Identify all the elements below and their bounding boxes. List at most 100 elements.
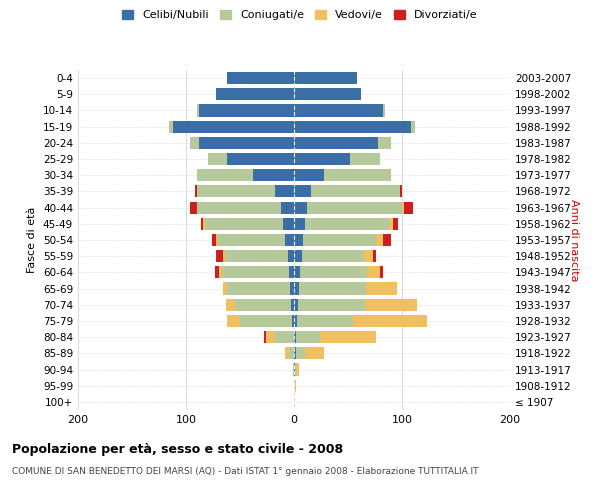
Bar	[194, 186, 197, 198]
Bar	[201, 218, 203, 230]
Bar	[402, 202, 404, 213]
Bar	[226, 298, 235, 311]
Y-axis label: Anni di nascita: Anni di nascita	[569, 198, 578, 281]
Bar	[294, 218, 305, 230]
Bar	[295, 364, 296, 376]
Bar	[275, 331, 294, 343]
Bar	[216, 234, 218, 246]
Bar	[227, 315, 240, 327]
Bar	[225, 250, 287, 262]
Bar	[297, 315, 353, 327]
Bar	[353, 315, 427, 327]
Bar	[199, 104, 294, 117]
Bar	[298, 298, 365, 311]
Bar	[240, 315, 292, 327]
Bar	[223, 250, 225, 262]
Bar	[294, 298, 298, 311]
Bar	[394, 218, 398, 230]
Bar	[287, 250, 294, 262]
Bar	[294, 348, 296, 360]
Bar	[404, 202, 413, 213]
Bar	[169, 120, 173, 132]
Bar	[283, 218, 294, 230]
Bar	[281, 202, 294, 213]
Bar	[289, 348, 294, 360]
Bar	[227, 282, 290, 294]
Bar	[294, 266, 301, 278]
Bar	[400, 186, 402, 198]
Bar	[218, 234, 286, 246]
Bar	[203, 218, 205, 230]
Bar	[294, 186, 311, 198]
Bar	[199, 137, 294, 149]
Bar	[305, 218, 389, 230]
Bar	[294, 380, 296, 392]
Bar	[389, 218, 394, 230]
Bar	[290, 282, 294, 294]
Bar	[324, 169, 391, 181]
Bar	[294, 137, 378, 149]
Bar	[294, 396, 295, 408]
Y-axis label: Fasce di età: Fasce di età	[28, 207, 37, 273]
Bar	[212, 234, 216, 246]
Bar	[264, 331, 266, 343]
Bar	[190, 137, 199, 149]
Bar	[320, 331, 376, 343]
Bar	[266, 331, 275, 343]
Bar	[296, 364, 299, 376]
Bar	[173, 120, 294, 132]
Bar	[296, 348, 305, 360]
Bar	[253, 169, 294, 181]
Bar	[299, 282, 367, 294]
Bar	[376, 234, 383, 246]
Bar	[294, 202, 307, 213]
Bar	[302, 234, 376, 246]
Legend: Celibi/Nubili, Coniugati/e, Vedovi/e, Divorziati/e: Celibi/Nubili, Coniugati/e, Vedovi/e, Di…	[118, 6, 482, 25]
Bar	[378, 137, 391, 149]
Bar	[294, 153, 350, 165]
Bar	[294, 250, 302, 262]
Bar	[294, 120, 410, 132]
Bar	[216, 250, 223, 262]
Bar	[227, 153, 294, 165]
Bar	[190, 202, 197, 213]
Bar	[383, 104, 385, 117]
Bar	[294, 234, 302, 246]
Bar	[293, 364, 294, 376]
Bar	[294, 104, 383, 117]
Bar	[294, 315, 297, 327]
Bar	[286, 234, 294, 246]
Bar	[215, 266, 220, 278]
Bar	[296, 331, 320, 343]
Bar	[302, 250, 364, 262]
Bar	[227, 72, 294, 84]
Bar	[305, 348, 324, 360]
Bar	[307, 202, 402, 213]
Bar	[410, 120, 415, 132]
Bar	[367, 282, 397, 294]
Bar	[380, 266, 383, 278]
Bar	[383, 234, 391, 246]
Bar	[294, 72, 356, 84]
Bar	[216, 88, 294, 101]
Bar	[197, 186, 275, 198]
Bar	[301, 266, 367, 278]
Bar	[294, 282, 299, 294]
Bar	[311, 186, 400, 198]
Bar	[365, 298, 417, 311]
Bar	[208, 153, 227, 165]
Bar	[197, 104, 199, 117]
Bar	[373, 250, 376, 262]
Text: COMUNE DI SAN BENEDETTO DEI MARSI (AQ) - Dati ISTAT 1° gennaio 2008 - Elaborazio: COMUNE DI SAN BENEDETTO DEI MARSI (AQ) -…	[12, 468, 479, 476]
Bar	[294, 364, 295, 376]
Bar	[289, 266, 294, 278]
Bar	[292, 315, 294, 327]
Bar	[197, 169, 253, 181]
Bar	[367, 266, 380, 278]
Text: Popolazione per età, sesso e stato civile - 2008: Popolazione per età, sesso e stato civil…	[12, 442, 343, 456]
Bar	[291, 298, 294, 311]
Bar	[220, 266, 221, 278]
Bar	[294, 169, 324, 181]
Bar	[294, 88, 361, 101]
Bar	[235, 298, 291, 311]
